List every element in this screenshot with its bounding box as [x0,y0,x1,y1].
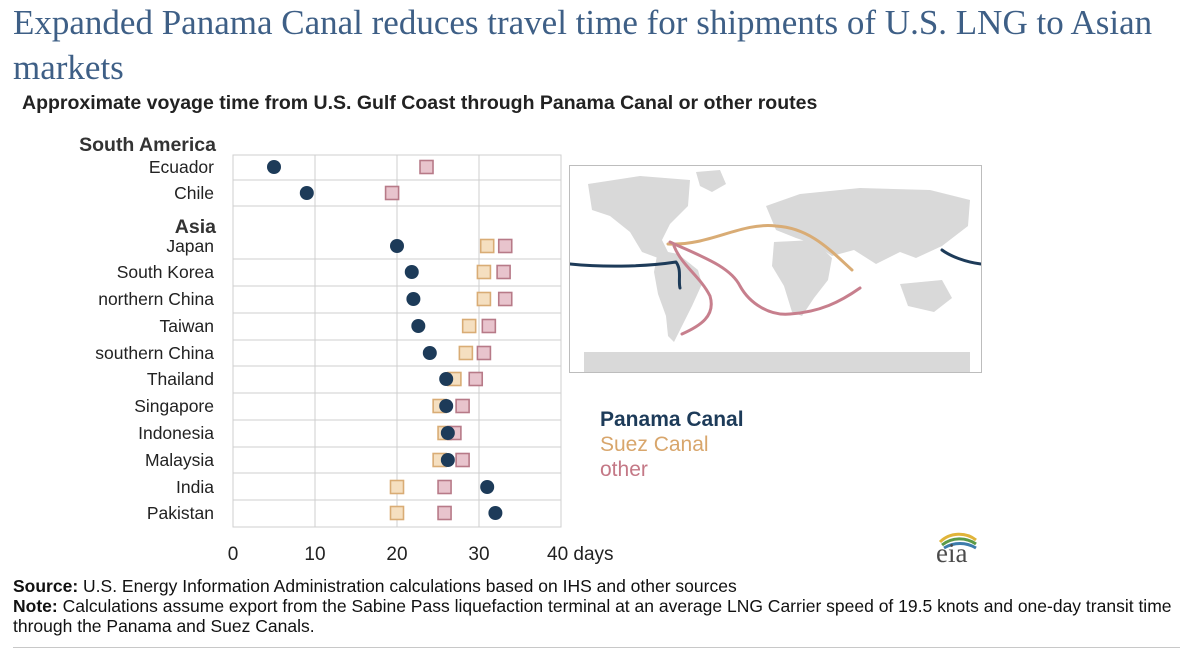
other-marker [437,505,452,521]
chart-legend: Panama Canal Suez Canal other [600,407,744,482]
suez-marker [476,264,492,280]
source-label: Source: [13,576,79,596]
category-label: South Korea [117,262,215,282]
other-marker [497,291,513,307]
panama-marker [422,346,437,360]
other-marker [476,345,492,361]
panama-route-west [570,260,682,290]
panama-marker [488,506,503,520]
suez-marker [389,505,405,521]
eia-logo-mark [938,532,977,550]
category-label: Pakistan [147,503,214,523]
other-marker [419,159,434,175]
legend-suez-canal: Suez Canal [600,433,709,456]
page-title: Expanded Panama Canal reduces travel tim… [13,3,1153,87]
category-label: Singapore [134,396,214,416]
other-route-cape [668,240,862,316]
x-tick-label: 30 [468,544,489,565]
suez-marker [476,291,492,307]
suez-marker [479,238,495,254]
suez-route [666,224,854,272]
eia-logo: eia [936,538,968,568]
panama-marker [390,239,404,253]
category-label: India [176,477,214,497]
note-line: Note: Calculations assume export from th… [13,596,1183,636]
source-text: U.S. Energy Information Administration c… [78,576,737,596]
other-marker [481,318,497,334]
x-tick-label: 20 [386,544,407,565]
panama-route-east [940,248,981,266]
chart-subtitle: Approximate voyage time from U.S. Gulf C… [22,92,818,114]
panama-marker [267,160,281,174]
other-marker [384,185,400,201]
category-label: Chile [174,183,214,203]
route-map [569,165,982,373]
world-map-graphic [570,170,981,372]
category-label: Malaysia [145,450,214,470]
routes [570,224,981,336]
other-marker [455,398,470,414]
x-tick-label: 10 [304,544,325,565]
x-tick-label: 40 days [547,544,614,565]
category-label: Japan [166,236,214,256]
legend-panama-canal: Panama Canal [600,408,744,431]
panama-marker [439,399,454,413]
category-label: Indonesia [138,423,214,443]
category-label: northern China [98,289,214,309]
other-marker [437,479,452,495]
category-label: Thailand [147,369,214,389]
group-label: Asia [175,216,216,238]
suez-marker [461,318,477,334]
category-label: Taiwan [160,316,214,336]
panama-marker [406,292,421,306]
panama-marker [439,372,454,386]
other-marker [455,452,470,468]
footer-divider [13,647,1180,648]
chart-footer: Source: U.S. Energy Information Administ… [13,576,1183,636]
other-marker [496,264,511,280]
other-marker [468,371,484,387]
panama-marker [440,453,455,467]
suez-marker [389,479,405,495]
note-label: Note: [13,596,58,616]
land-masses [584,170,970,372]
note-text: Calculations assume export from the Sabi… [13,596,1172,636]
legend-other: other [600,458,648,481]
source-line: Source: U.S. Energy Information Administ… [13,576,1183,596]
panama-marker [480,480,495,494]
panama-marker [411,319,426,333]
x-tick-label: 0 [228,544,239,565]
group-label: South America [79,134,216,156]
other-route-horn [672,244,713,336]
panama-marker [299,186,314,200]
suez-marker [458,345,474,361]
other-marker [497,238,513,254]
category-label: southern China [95,343,214,363]
panama-marker [404,265,419,279]
panama-marker [440,426,455,440]
category-label: Ecuador [149,157,214,177]
